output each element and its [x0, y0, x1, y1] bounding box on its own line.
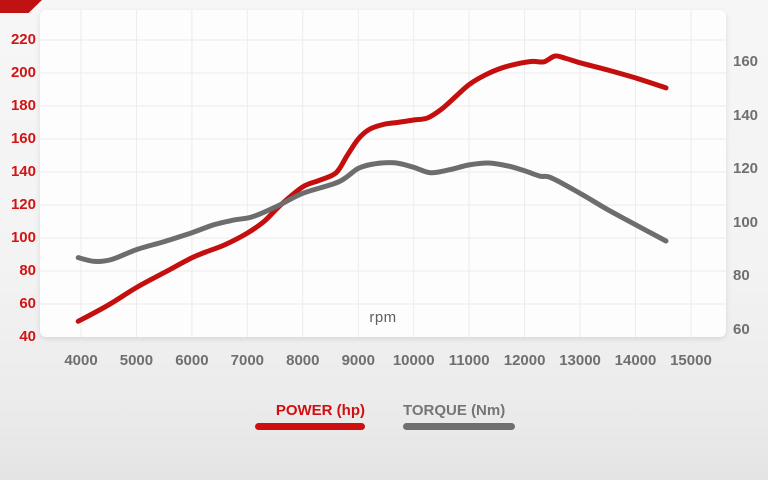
- right-axis-torque: 160 140 120 100 80 60: [733, 0, 768, 480]
- power-tick-120: 120: [10, 196, 36, 213]
- dyno-chart-svg: [40, 10, 726, 337]
- torque-curve: [75, 160, 669, 265]
- rpm-tick-15000: 15000: [670, 352, 712, 369]
- rpm-tick-6000: 6000: [175, 352, 209, 369]
- power-tick-160: 160: [10, 130, 36, 147]
- torque-tick-80: 80: [733, 267, 750, 285]
- chart-card: [40, 10, 726, 337]
- power-tick-80: 80: [19, 262, 36, 279]
- torque-tick-140: 140: [733, 106, 759, 124]
- rpm-axis-title: rpm: [369, 309, 397, 326]
- power-tick-40: 40: [19, 328, 36, 345]
- rpm-tick-4000: 4000: [64, 352, 98, 369]
- torque-tick-100: 100: [733, 213, 759, 231]
- rpm-tick-12000: 12000: [503, 352, 546, 369]
- gridlines: [40, 10, 726, 337]
- rpm-tick-13000: 13000: [559, 352, 601, 369]
- power-tick-180: 180: [10, 97, 36, 114]
- rpm-tick-10000: 10000: [392, 352, 435, 369]
- power-curve: [75, 53, 669, 324]
- rpm-tick-9000: 9000: [341, 352, 375, 369]
- power-tick-60: 60: [19, 295, 36, 312]
- power-tick-140: 140: [10, 163, 36, 180]
- legend-torque-swatch: [403, 423, 515, 430]
- power-tick-220: 220: [10, 31, 36, 48]
- legend-power-swatch: [255, 423, 365, 430]
- corner-ribbon: [0, 0, 42, 13]
- torque-tick-60: 60: [733, 321, 750, 338]
- rpm-tick-14000: 14000: [614, 352, 657, 369]
- left-axis-power: 220 200 180 160 140 120 100 80 60 40: [0, 0, 36, 480]
- torque-tick-120: 120: [733, 160, 759, 178]
- rpm-tick-8000: 8000: [286, 352, 320, 369]
- legend-torque-label: TORQUE (Nm): [403, 402, 506, 419]
- legend-item-torque: TORQUE (Nm): [403, 402, 515, 430]
- chart-legend: POWER (hp) TORQUE (Nm): [0, 402, 768, 442]
- power-tick-100: 100: [10, 229, 36, 246]
- power-tick-200: 200: [10, 64, 36, 81]
- legend-power-label: POWER (hp): [275, 402, 365, 419]
- rpm-tick-11000: 11000: [448, 352, 490, 369]
- rpm-tick-7000: 7000: [230, 352, 265, 369]
- legend-item-power: POWER (hp): [255, 402, 365, 430]
- torque-tick-160: 160: [733, 53, 759, 70]
- rpm-tick-5000: 5000: [119, 352, 154, 369]
